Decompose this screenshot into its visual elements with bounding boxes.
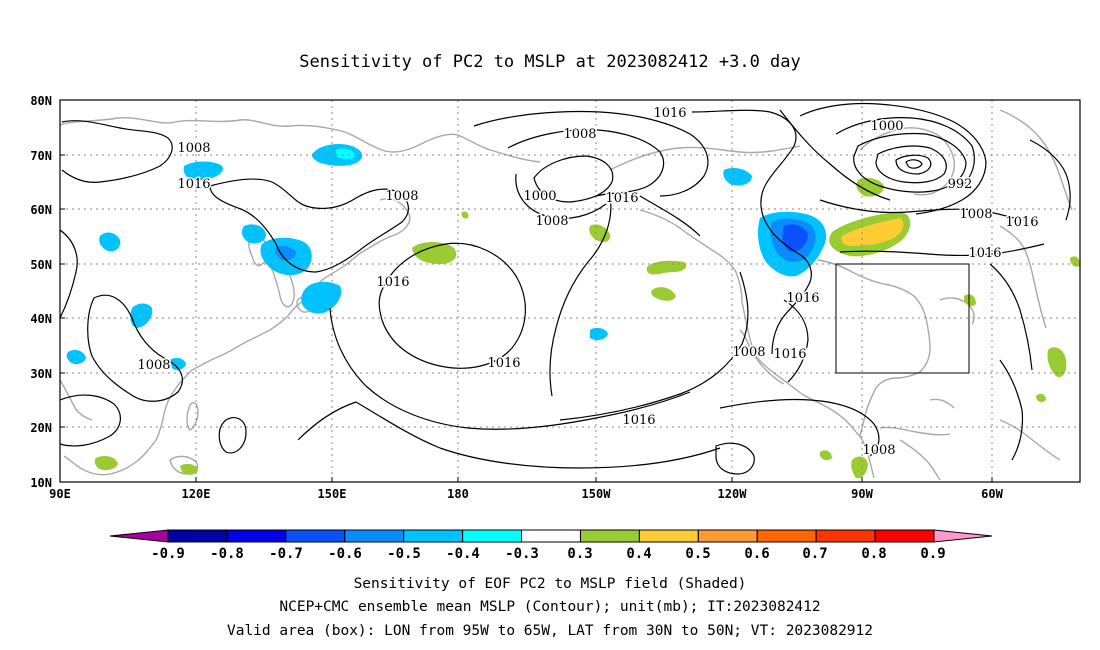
valid-area-box: [835, 263, 970, 374]
colorbar-label: 0.4: [626, 546, 651, 562]
contour-label: 1016: [376, 275, 409, 290]
lat-label: 20N: [30, 421, 52, 435]
lat-labels: 80N 70N 60N 50N 40N 30N 20N 10N: [30, 94, 52, 490]
contour-label: 1000: [870, 119, 903, 134]
colorbar-segment: [285, 529, 346, 543]
colorbar-segment: [167, 529, 228, 543]
lat-label: 10N: [30, 476, 52, 490]
mslp-contours: [60, 102, 1071, 475]
colorbar-segment: [697, 529, 758, 543]
colorbar-labels: -0.9 -0.8 -0.7 -0.6 -0.5 -0.4 -0.3 0.3 0…: [151, 546, 946, 562]
colorbar-label: 0.8: [861, 546, 886, 562]
caption-line-3: Valid area (box): LON from 95W to 65W, L…: [227, 623, 873, 639]
colorbar-label: -0.5: [387, 546, 421, 562]
lat-label: 70N: [30, 149, 52, 163]
contour-label: 1000: [523, 189, 556, 204]
map-frame: [59, 99, 1081, 483]
colorbar-segment: [638, 529, 699, 543]
contour-label: 1008: [177, 141, 210, 156]
colorbar-segment: [521, 529, 581, 543]
contour-label: 1008: [959, 207, 992, 222]
contour-label: 1016: [653, 106, 686, 121]
lon-label: 120E: [182, 487, 211, 501]
contour-label: 1016: [605, 191, 638, 206]
colorbar: [109, 529, 993, 543]
colorbar-label: 0.9: [920, 546, 945, 562]
lat-label: 50N: [30, 258, 52, 272]
colorbar-label: -0.8: [210, 546, 244, 562]
colorbar-segment: [815, 529, 876, 543]
lat-label: 30N: [30, 367, 52, 381]
contour-label: 1016: [177, 177, 210, 192]
lon-label: 180: [447, 487, 469, 501]
colorbar-label: 0.6: [744, 546, 769, 562]
contour-label: 1016: [487, 356, 520, 371]
colorbar-segment: [579, 529, 640, 543]
caption-line-1: Sensitivity of EOF PC2 to MSLP field (Sh…: [354, 576, 747, 592]
contour-label: 1008: [137, 358, 170, 373]
caption-line-2: NCEP+CMC ensemble mean MSLP (Contour); u…: [279, 599, 820, 615]
colorbar-segment: [874, 529, 935, 543]
colorbar-upper-extend: [933, 529, 993, 543]
colorbar-label: 0.5: [685, 546, 710, 562]
contour-labels: 1008 1016 1016 1008 1000 1008 1016 1008 …: [136, 105, 1040, 460]
lat-label: 80N: [30, 94, 52, 108]
lat-label: 60N: [30, 203, 52, 217]
colorbar-label: -0.4: [446, 546, 480, 562]
contour-label: 1016: [773, 347, 806, 362]
contour-label: 1008: [732, 345, 765, 360]
colorbar-segment: [462, 529, 523, 543]
colorbar-label: -0.7: [269, 546, 303, 562]
colorbar-segment: [756, 529, 817, 543]
contour-label: 992: [948, 177, 973, 192]
contour-label: 1008: [563, 127, 596, 142]
lon-label: 60W: [981, 487, 1003, 501]
colorbar-label: -0.3: [505, 546, 539, 562]
contour-label: 1008: [385, 189, 418, 204]
lon-label: 90E: [49, 487, 71, 501]
colorbar-label: 0.7: [802, 546, 827, 562]
axis-ticks: [59, 99, 993, 483]
colorbar-lower-extend: [109, 529, 169, 543]
lon-label: 150E: [318, 487, 347, 501]
colorbar-label: -0.9: [151, 546, 185, 562]
lon-label: 120W: [718, 487, 748, 501]
contour-label: 1016: [786, 291, 819, 306]
map-title: Sensitivity of PC2 to MSLP at 2023082412…: [299, 52, 801, 72]
lat-label: 40N: [30, 312, 52, 326]
lon-label: 90W: [851, 487, 873, 501]
colorbar-segment: [344, 529, 405, 543]
colorbar-label: 0.3: [567, 546, 592, 562]
contour-label: 1016: [968, 246, 1001, 261]
contour-label: 1008: [535, 214, 568, 229]
shaded-sensitivity: [66, 144, 1080, 479]
contour-label: 1016: [1005, 215, 1038, 230]
lon-labels: 90E 120E 150E 180 150W 120W 90W 60W: [49, 487, 1003, 501]
colorbar-label: -0.6: [328, 546, 362, 562]
colorbar-segment: [403, 529, 464, 543]
lon-label: 150W: [582, 487, 612, 501]
contour-label: 1016: [622, 413, 655, 428]
contour-label: 1008: [862, 443, 895, 458]
colorbar-segment: [226, 529, 287, 543]
